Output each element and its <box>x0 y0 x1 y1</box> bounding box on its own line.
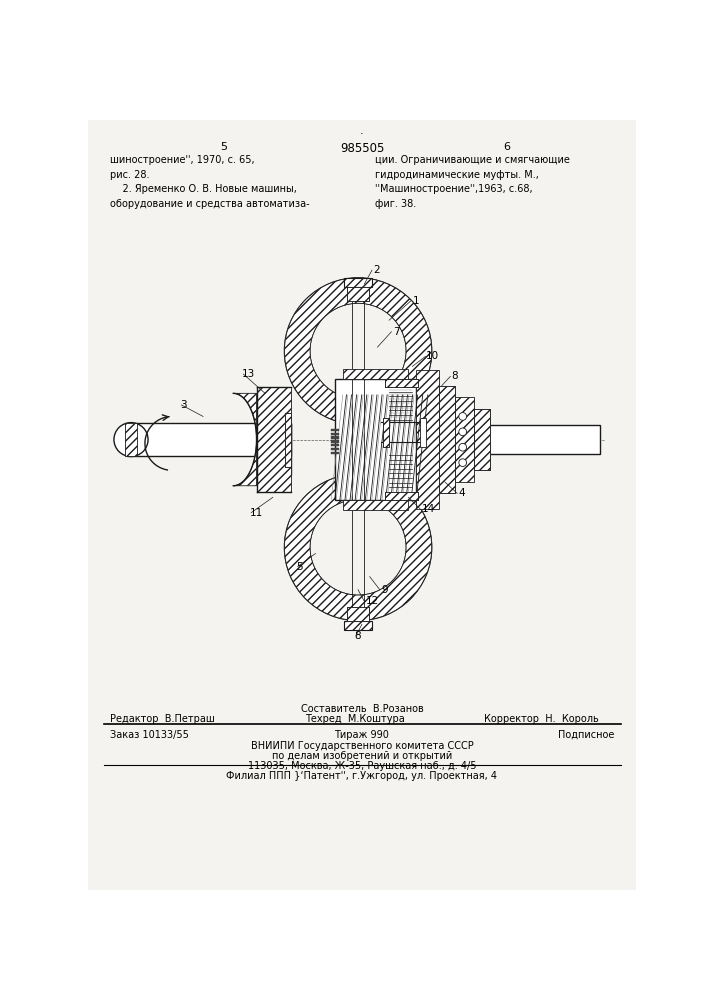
Text: 3: 3 <box>180 400 187 410</box>
Bar <box>125 423 137 456</box>
Text: 11: 11 <box>250 508 263 518</box>
Circle shape <box>114 423 148 456</box>
Bar <box>383 418 389 447</box>
Bar <box>347 287 369 301</box>
Bar <box>344 620 372 630</box>
Text: Корректор  Н.  Король: Корректор Н. Король <box>484 714 598 724</box>
Text: Заказ 10133/55: Заказ 10133/55 <box>110 730 189 740</box>
Bar <box>331 452 339 454</box>
Bar <box>331 429 339 431</box>
Bar <box>344 278 372 287</box>
Text: 113035, Москва, Ж-35, Раушская наб., д. 4/5: 113035, Москва, Ж-35, Раушская наб., д. … <box>247 761 477 771</box>
Circle shape <box>459 428 467 436</box>
Text: ·: · <box>360 129 364 139</box>
Wedge shape <box>284 474 432 620</box>
Text: Тираж 990: Тираж 990 <box>334 730 390 740</box>
Bar <box>420 418 426 447</box>
Text: Составитель  В.Розанов: Составитель В.Розанов <box>300 704 423 714</box>
Text: ВНИИПИ Государственного комитета СССР: ВНИИПИ Государственного комитета СССР <box>250 741 473 751</box>
Bar <box>455 397 474 482</box>
Bar <box>416 370 440 509</box>
Bar <box>343 369 409 379</box>
Bar <box>285 413 291 466</box>
Bar <box>285 413 291 466</box>
Text: 14: 14 <box>421 504 435 514</box>
Bar <box>331 448 339 450</box>
Text: 2: 2 <box>373 265 380 275</box>
Text: Филиал ППП }‘Патент'', г.Ужгород, ул. Проектная, 4: Филиал ППП }‘Патент'', г.Ужгород, ул. Пр… <box>226 771 498 781</box>
Bar <box>425 424 442 474</box>
Bar <box>440 386 455 493</box>
Bar <box>331 440 339 443</box>
Text: 8: 8 <box>354 631 361 641</box>
Text: Подписное: Подписное <box>559 730 614 740</box>
Bar <box>127 423 291 456</box>
Text: 9: 9 <box>381 585 388 595</box>
Text: шиностроение'', 1970, с. 65,
рис. 28.
    2. Яременко О. В. Новые машины,
оборуд: шиностроение'', 1970, с. 65, рис. 28. 2.… <box>110 155 310 209</box>
Bar <box>474 409 490 470</box>
Text: 7: 7 <box>393 327 399 337</box>
Circle shape <box>310 500 406 595</box>
Text: 12: 12 <box>366 596 379 606</box>
Text: ции. Ограничивающие и смягчающие
гидродинамические муфты. М.,
''Машиностроение'': ции. Ограничивающие и смягчающие гидроди… <box>375 155 570 209</box>
Text: 985505: 985505 <box>340 142 384 155</box>
Text: 4: 4 <box>459 488 465 498</box>
Bar <box>440 386 455 493</box>
Circle shape <box>459 459 467 467</box>
Bar <box>331 433 339 435</box>
Text: 5: 5 <box>296 562 303 572</box>
Bar <box>274 424 291 474</box>
Bar <box>347 607 369 620</box>
Text: 8: 8 <box>451 371 457 381</box>
Bar <box>257 387 291 492</box>
Bar <box>343 500 409 510</box>
Text: 10: 10 <box>426 351 439 361</box>
Bar <box>474 409 490 470</box>
Bar <box>383 418 389 447</box>
Text: 5: 5 <box>221 142 228 152</box>
Bar <box>442 425 600 454</box>
Wedge shape <box>284 278 432 424</box>
Bar <box>331 436 339 439</box>
Text: 6: 6 <box>503 142 510 152</box>
Circle shape <box>459 413 467 420</box>
Bar <box>385 492 418 500</box>
Circle shape <box>310 303 406 399</box>
Bar <box>347 287 369 301</box>
Bar <box>331 444 339 446</box>
Text: Техред  М.Коштура: Техред М.Коштура <box>305 714 405 724</box>
Text: 1: 1 <box>412 296 419 306</box>
Text: 13: 13 <box>242 369 255 379</box>
Bar <box>385 379 418 387</box>
Bar <box>335 379 416 500</box>
Circle shape <box>284 278 432 424</box>
Polygon shape <box>233 393 257 486</box>
Bar <box>385 379 418 387</box>
Circle shape <box>284 474 432 620</box>
Bar <box>347 607 369 620</box>
Bar <box>385 492 418 500</box>
Text: по делам изобретений и открытий: по делам изобретений и открытий <box>271 751 452 761</box>
Text: Редактор  В.Петраш: Редактор В.Петраш <box>110 714 215 724</box>
Circle shape <box>459 443 467 451</box>
